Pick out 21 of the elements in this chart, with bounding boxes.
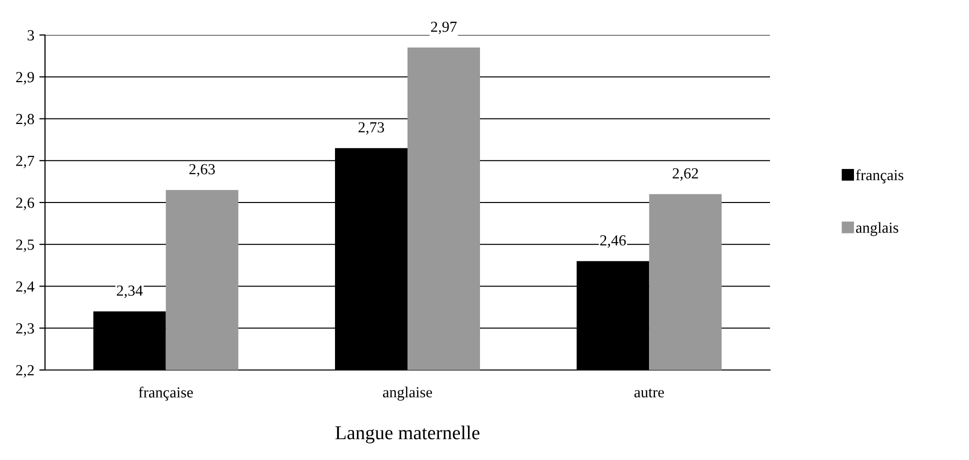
y-tick-label: 2,5 xyxy=(16,240,34,252)
y-tick-label: 2,3 xyxy=(16,323,34,336)
x-tick-label: française xyxy=(138,386,193,401)
y-tick-label: 2,9 xyxy=(16,72,34,85)
y-tick-label: 2,7 xyxy=(16,156,34,168)
y-tick-label: 2,6 xyxy=(16,198,34,210)
data-label: 2,63 xyxy=(189,164,215,177)
data-label: 2,34 xyxy=(116,286,143,298)
data-label: 2,97 xyxy=(431,22,457,34)
y-tick-label: 3 xyxy=(28,30,34,40)
x-tick-label: anglaise xyxy=(383,386,432,401)
data-label: 2,73 xyxy=(358,122,384,135)
data-label: 2,62 xyxy=(672,168,698,181)
legend-label: anglais xyxy=(856,222,898,236)
data-label: 2,46 xyxy=(600,235,626,248)
y-tick-label: 2,4 xyxy=(16,281,34,294)
legend-label: français xyxy=(856,169,904,184)
x-tick-label: autre xyxy=(634,388,664,398)
y-tick-label: 2,2 xyxy=(16,365,34,378)
x-axis-title: Langue maternelle xyxy=(335,426,480,444)
y-tick-label: 2,8 xyxy=(16,114,34,126)
